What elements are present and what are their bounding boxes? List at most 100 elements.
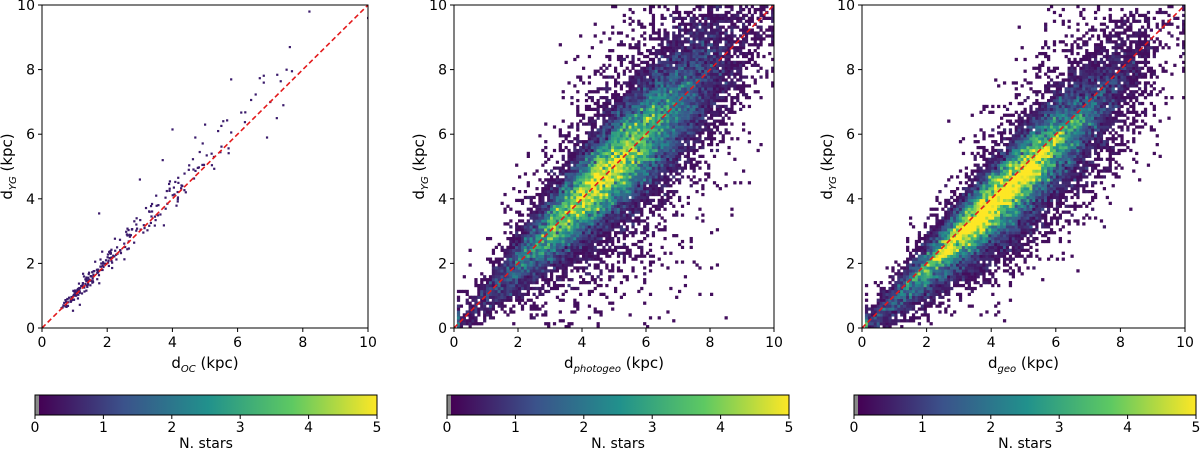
heatmap-cell [675, 189, 679, 194]
heatmap-cell [631, 128, 635, 132]
heatmap-cell [646, 234, 650, 238]
heatmap-cell [654, 178, 658, 182]
scatter-point [129, 234, 132, 237]
heatmap-cell [695, 72, 699, 76]
heatmap-cell [520, 260, 525, 264]
scatter-point [85, 289, 88, 292]
heatmap-cell [526, 266, 530, 270]
heatmap-cell [628, 98, 632, 103]
heatmap-cell [535, 248, 539, 252]
heatmap-cell [704, 172, 708, 176]
heatmap-cell [692, 66, 696, 70]
heatmap-cell [608, 98, 612, 103]
heatmap-cell [576, 122, 580, 126]
heatmap-cell [555, 257, 560, 261]
heatmap-cell [718, 63, 722, 67]
heatmap-cell [605, 263, 609, 267]
heatmap-cell [637, 178, 641, 182]
heatmap-cell [587, 184, 592, 188]
heatmap-cell [721, 25, 725, 29]
heatmap-cell [695, 46, 699, 50]
heatmap-cell [622, 151, 626, 156]
heatmap-cell [721, 63, 725, 67]
heatmap-cell [631, 28, 635, 32]
heatmap-cell [947, 286, 951, 291]
heatmap-cell [698, 46, 702, 50]
heatmap-cell [570, 166, 574, 170]
heatmap-cell [576, 245, 580, 250]
heatmap-cell [914, 316, 919, 320]
heatmap-cell [619, 269, 624, 273]
heatmap-cell [518, 189, 522, 194]
heatmap-cell [692, 181, 696, 185]
heatmap-cell [704, 125, 708, 129]
heatmap-cell [747, 43, 752, 47]
heatmap-cell [532, 278, 536, 282]
heatmap-cell [648, 172, 653, 176]
heatmap-cell [634, 69, 638, 73]
heatmap-cell [707, 10, 711, 15]
heatmap-cell [727, 87, 731, 91]
heatmap-cell [628, 251, 632, 255]
heatmap-cell [532, 236, 536, 241]
heatmap-cell [683, 81, 688, 85]
heatmap-cell [692, 16, 696, 20]
heatmap-cell [602, 189, 606, 194]
heatmap-cell [605, 198, 609, 203]
heatmap-cell [587, 163, 592, 167]
heatmap-cell [646, 93, 650, 97]
heatmap-cell [605, 98, 609, 103]
heatmap-cell [657, 84, 661, 88]
heatmap-cell [663, 46, 667, 50]
heatmap-cell [712, 57, 717, 62]
heatmap-cell [888, 295, 892, 299]
heatmap-cell [666, 137, 670, 141]
heatmap-cell [675, 46, 679, 50]
heatmap-cell [894, 286, 898, 291]
heatmap-cell [888, 313, 892, 317]
heatmap-cell [666, 63, 670, 67]
heatmap-cell [663, 101, 667, 106]
heatmap-cell [550, 187, 554, 191]
heatmap-cell [558, 245, 562, 250]
heatmap-cell [678, 93, 682, 97]
heatmap-cell [576, 201, 580, 205]
heatmap-cell [634, 207, 638, 211]
heatmap-cell [976, 281, 980, 285]
heatmap-cell [698, 78, 702, 82]
heatmap-cell [657, 204, 661, 208]
heatmap-cell [651, 198, 656, 203]
heatmap-cell [494, 289, 498, 294]
heatmap-cell [605, 157, 609, 161]
heatmap-cell [465, 310, 469, 314]
scatter-point [123, 242, 126, 245]
heatmap-cell [608, 228, 612, 232]
heatmap-cell [710, 13, 714, 18]
heatmap-cell [608, 201, 612, 205]
heatmap-cell [614, 189, 618, 194]
heatmap-cell [712, 75, 717, 79]
heatmap-cell [526, 289, 530, 294]
heatmap-cell [605, 169, 609, 173]
heatmap-cell [672, 57, 676, 62]
heatmap-cell [587, 192, 592, 197]
scatter-point [148, 224, 151, 227]
heatmap-cell [654, 72, 658, 76]
heatmap-cell [541, 234, 545, 238]
heatmap-cell [678, 101, 682, 106]
heatmap-cell [596, 219, 600, 223]
heatmap-cell [646, 104, 650, 109]
heatmap-cell [894, 319, 898, 323]
heatmap-cell [506, 292, 510, 296]
heatmap-cell [584, 248, 589, 252]
heatmap-cell [625, 216, 629, 220]
heatmap-cell [695, 101, 699, 106]
heatmap-cell [622, 236, 626, 241]
heatmap-cell [587, 251, 592, 255]
heatmap-cell [646, 154, 650, 158]
heatmap-cell [631, 163, 635, 167]
heatmap-cell [736, 10, 740, 15]
heatmap-cell [579, 169, 583, 173]
heatmap-cell [561, 189, 565, 194]
